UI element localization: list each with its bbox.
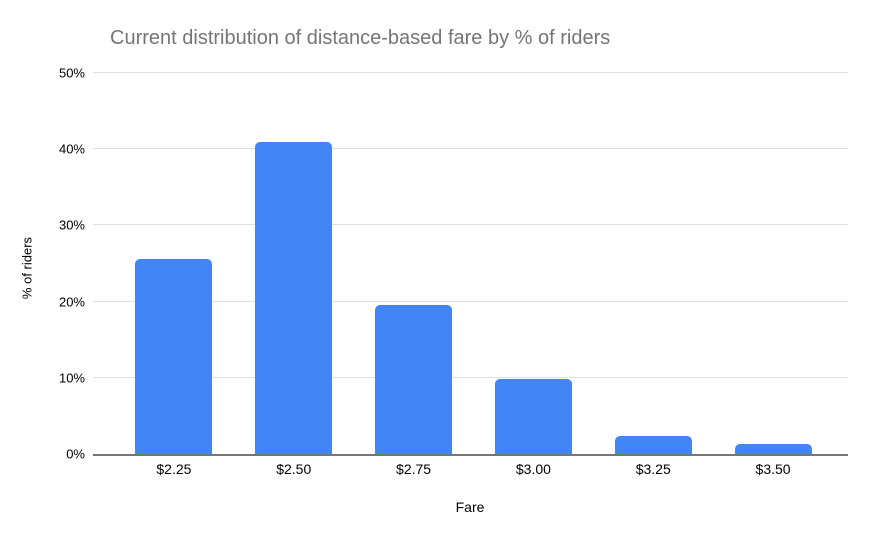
- y-tick-label-40%: 40%: [58, 141, 85, 157]
- bar-$2.25[interactable]: [135, 258, 213, 454]
- x-axis-title: Fare: [455, 499, 485, 515]
- bar-$3.00[interactable]: [494, 379, 572, 454]
- y-tick-label-0%: 0%: [66, 446, 85, 462]
- y-axis-tick-labels: 0% 10% 20% 30% 40% 50%: [0, 66, 85, 462]
- y-tick-label-20%: 20%: [58, 294, 85, 310]
- bar-band-$3.50: [713, 73, 833, 454]
- bar-band-$2.75: [354, 73, 474, 454]
- gridline-20: [93, 300, 848, 302]
- chart-title: Current distribution of distance-based f…: [110, 27, 611, 49]
- bar-$3.25[interactable]: [614, 436, 692, 454]
- x-axis-tick-labels: $2.25 $2.50 $2.75 $3.00 $3.25 $3.50: [114, 461, 833, 477]
- bar-band-$3.25: [593, 73, 713, 454]
- bar-$2.75[interactable]: [375, 304, 453, 454]
- bar-band-$2.25: [114, 73, 234, 454]
- x-tick-label-$3.25: $3.25: [635, 461, 671, 477]
- gridline-40: [93, 148, 848, 150]
- x-tick-label-$2.50: $2.50: [276, 461, 312, 477]
- gridline-10: [93, 376, 848, 378]
- gridline-50: [93, 72, 848, 73]
- plot-area: [93, 72, 848, 456]
- bar-band-$2.50: [234, 73, 354, 454]
- bar-band-$3.00: [473, 73, 593, 454]
- bars-row: [114, 73, 833, 454]
- bar-$2.50[interactable]: [255, 141, 333, 454]
- y-tick-label-10%: 10%: [58, 370, 85, 386]
- x-tick-label-$3.50: $3.50: [755, 461, 791, 477]
- x-tick-label-$3.00: $3.00: [515, 461, 551, 477]
- y-tick-label-30%: 30%: [58, 217, 85, 233]
- x-tick-label-$2.75: $2.75: [396, 461, 432, 477]
- x-tick-label-$2.25: $2.25: [156, 461, 192, 477]
- gridline-30: [93, 224, 848, 226]
- bar-$3.50[interactable]: [734, 444, 812, 454]
- y-tick-label-50%: 50%: [58, 65, 85, 81]
